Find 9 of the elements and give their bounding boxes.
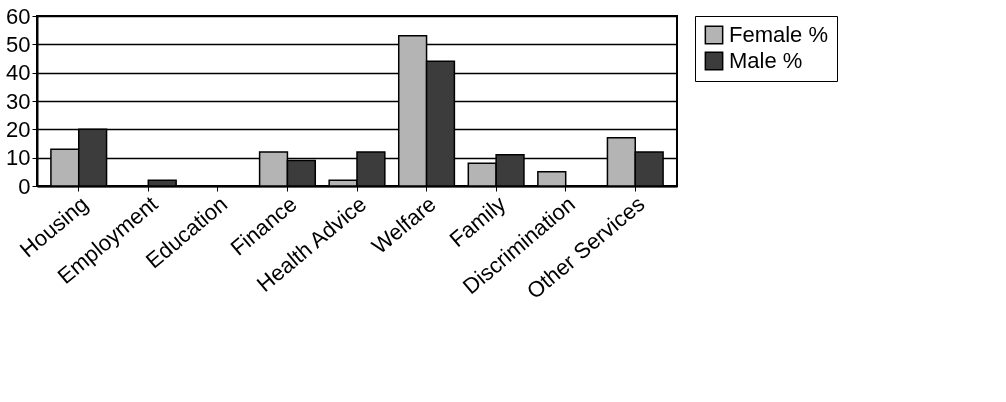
- y-tick-label: 20: [6, 116, 31, 142]
- y-tick-label: 60: [6, 3, 31, 29]
- y-tick-label: 40: [6, 60, 31, 86]
- y-tick-label: 10: [6, 145, 31, 171]
- legend-label: Female %: [729, 22, 829, 47]
- y-tick-label: 0: [18, 173, 31, 199]
- y-tick-label: 30: [6, 88, 31, 114]
- legend-label: Male %: [729, 48, 803, 73]
- y-tick-label: 50: [6, 31, 31, 57]
